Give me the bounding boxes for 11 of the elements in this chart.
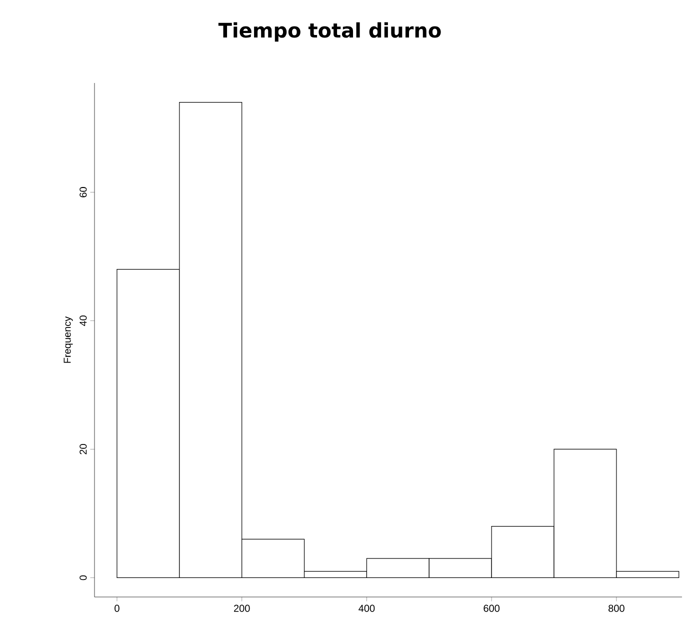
x-tick-label: 600 bbox=[484, 604, 500, 612]
y-tick-label: 40 bbox=[80, 316, 87, 326]
chart-title: Tiempo total diurno bbox=[218, 22, 441, 42]
y-tick-label: 0 bbox=[80, 575, 87, 580]
y-axis-title: Frequency bbox=[64, 316, 73, 363]
y-tick-label: 60 bbox=[80, 187, 87, 198]
x-tick-label: 0 bbox=[114, 604, 120, 612]
x-tick-label: 400 bbox=[358, 604, 375, 612]
x-tick-label: 200 bbox=[234, 604, 250, 612]
x-tick-label: 800 bbox=[608, 604, 624, 612]
y-tick-label: 20 bbox=[80, 444, 87, 454]
